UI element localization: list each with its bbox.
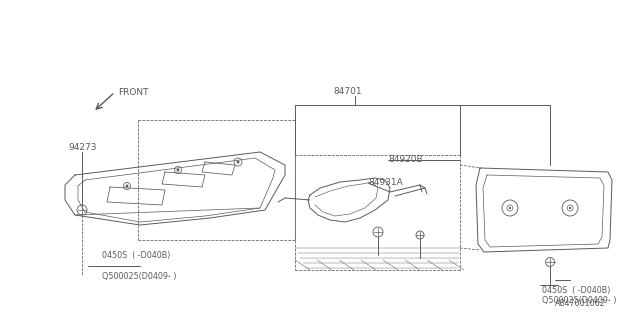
Text: 0450S  ( -D040B): 0450S ( -D040B) <box>542 286 611 295</box>
Text: 0450S  ( -D040B): 0450S ( -D040B) <box>102 251 170 260</box>
Circle shape <box>569 207 571 209</box>
Text: 94273: 94273 <box>68 143 97 153</box>
Circle shape <box>237 161 239 163</box>
Circle shape <box>509 207 511 209</box>
Text: 84931A: 84931A <box>368 178 403 187</box>
Text: FRONT: FRONT <box>118 88 148 97</box>
Text: Q500025(D0409- ): Q500025(D0409- ) <box>102 272 177 281</box>
Text: A847001062: A847001062 <box>555 299 605 308</box>
Circle shape <box>177 169 179 171</box>
Text: 84920B: 84920B <box>388 155 422 164</box>
Circle shape <box>126 185 128 187</box>
Text: 84701: 84701 <box>333 87 362 96</box>
Text: Q500025(D0409- ): Q500025(D0409- ) <box>542 296 616 305</box>
